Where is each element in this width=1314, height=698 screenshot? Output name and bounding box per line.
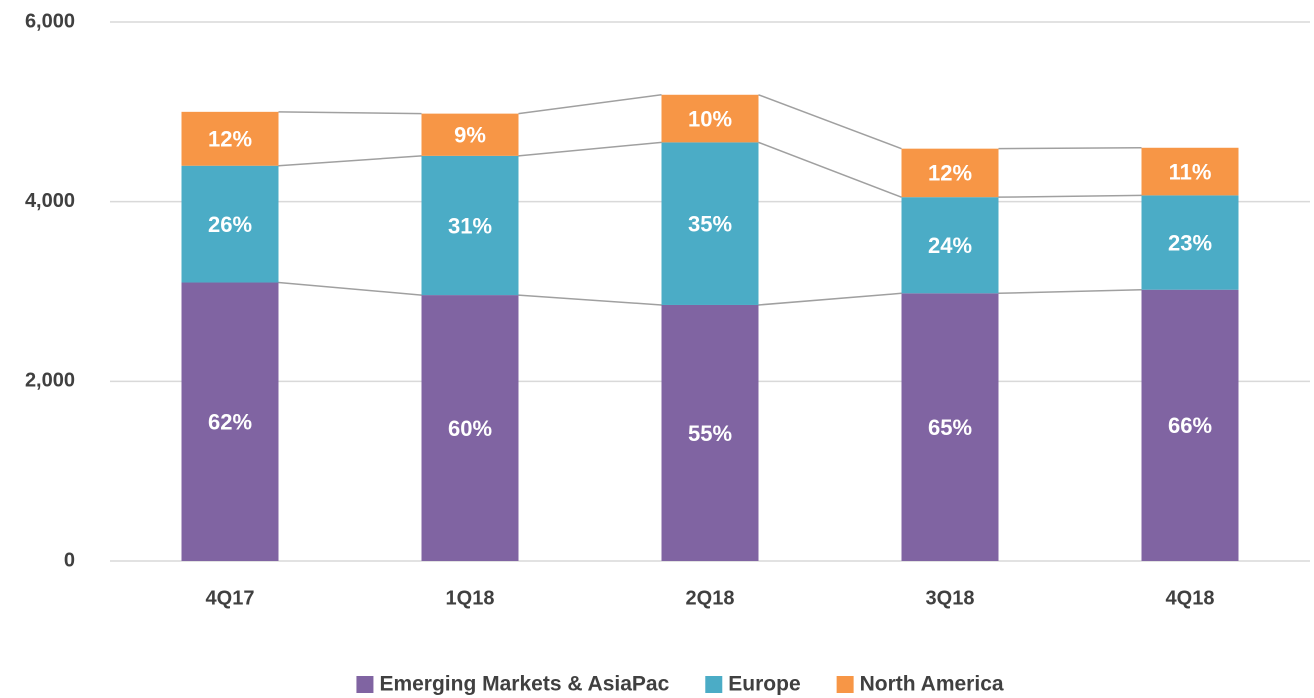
bar-segment — [1141, 195, 1239, 290]
data-label: 65% — [928, 415, 972, 440]
y-tick-label: 6,000 — [25, 10, 75, 32]
connector-line — [758, 94, 902, 150]
x-tick-label: 3Q18 — [926, 587, 975, 609]
connector-line — [998, 147, 1142, 150]
data-label: 26% — [208, 212, 252, 237]
bar-segment — [421, 295, 519, 561]
data-label: 11% — [1169, 159, 1212, 184]
connector-line — [518, 141, 662, 157]
legend-swatch — [836, 676, 854, 693]
bar-segment — [1141, 289, 1239, 561]
data-label: 24% — [928, 233, 972, 258]
data-label: 60% — [448, 416, 492, 441]
legend-label: North America — [860, 673, 1004, 696]
data-label: 31% — [448, 213, 492, 238]
connector-line — [278, 281, 422, 296]
connector-line — [758, 292, 902, 306]
x-tick-label: 4Q18 — [1166, 587, 1215, 609]
bar-segment — [661, 142, 759, 305]
data-label: 12% — [928, 161, 972, 186]
bar-segment — [901, 148, 999, 198]
connector-line — [278, 155, 422, 167]
bar-segment — [181, 111, 279, 166]
bar-segment — [661, 304, 759, 561]
data-label: 9% — [454, 123, 486, 148]
connector-line — [518, 94, 662, 115]
y-tick-label: 0 — [64, 549, 75, 571]
bar-segment — [901, 293, 999, 561]
connector-line — [518, 294, 662, 306]
data-label: 62% — [208, 410, 252, 435]
data-label: 10% — [688, 106, 732, 131]
data-label: 55% — [688, 421, 732, 446]
legend-label: Europe — [728, 673, 800, 696]
connector-line — [998, 194, 1142, 198]
connector-line — [278, 111, 422, 115]
data-label: 66% — [1168, 413, 1212, 438]
x-tick-label: 4Q17 — [206, 587, 255, 609]
connector-line — [998, 288, 1142, 295]
x-tick-label: 1Q18 — [446, 587, 495, 609]
legend-swatch — [705, 676, 723, 693]
bar-segment — [1141, 147, 1239, 196]
bar-segment — [901, 197, 999, 294]
data-label: 12% — [208, 127, 252, 152]
y-tick-label: 4,000 — [25, 190, 75, 212]
bar-segment — [661, 94, 759, 143]
bar-segment — [181, 165, 279, 283]
x-tick-label: 2Q18 — [686, 587, 735, 609]
legend-label: Emerging Markets & AsiaPac — [379, 673, 669, 696]
bar-segment — [181, 282, 279, 561]
bar-segment — [421, 155, 519, 296]
bar-segment — [421, 113, 519, 156]
y-tick-label: 2,000 — [25, 370, 75, 392]
data-label: 23% — [1168, 230, 1212, 255]
connector-line — [758, 141, 902, 198]
legend-swatch — [356, 676, 374, 693]
data-label: 35% — [688, 211, 732, 236]
